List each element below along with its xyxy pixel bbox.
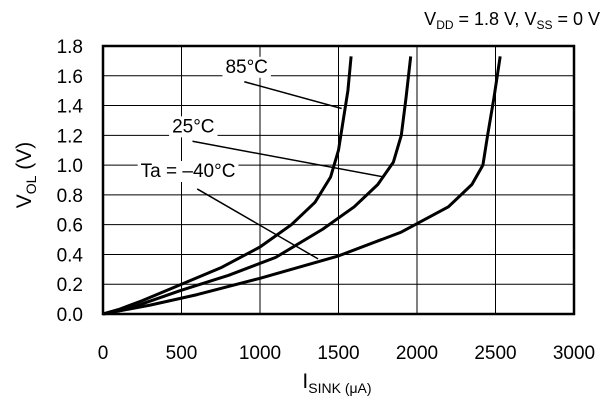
condition-label: VDD = 1.8 V, VSS = 0 V	[424, 9, 600, 32]
series-label-bg	[222, 56, 271, 78]
y-tick-label: 1.2	[57, 126, 83, 147]
x-tick-labels: 0 500 1000 1500 2000 2500 3000	[98, 343, 595, 364]
y-axis-title: VOL (V)	[13, 142, 39, 209]
x-tick-label: 2500	[474, 343, 516, 364]
y-tick-label: 1.4	[57, 97, 84, 118]
y-tick-label: 0.2	[57, 275, 83, 296]
x-tick-label: 0	[98, 343, 109, 364]
series-label-bg	[169, 116, 218, 138]
y-tick-label: 0.4	[57, 245, 84, 266]
y-tick-label: 1.8	[57, 37, 83, 58]
leader-line	[244, 81, 342, 110]
series-line-1	[102, 56, 413, 316]
label-leader-lines	[192, 81, 385, 260]
x-tick-label: 1500	[317, 343, 359, 364]
x-tick-label: 1000	[239, 343, 281, 364]
x-tick-label: 500	[166, 343, 198, 364]
leader-line	[196, 188, 319, 260]
x-axis-title: ISINK (μA)	[302, 370, 371, 396]
y-tick-label: 0.8	[57, 186, 83, 207]
x-tick-label: 2000	[396, 343, 438, 364]
x-tick-label: 3000	[553, 343, 595, 364]
series-label: Ta = –40°C	[141, 161, 236, 182]
y-tick-label: 1.6	[57, 67, 83, 88]
leader-line	[192, 140, 385, 178]
series-labels: 85°C 25°C Ta = –40°C	[137, 56, 271, 183]
y-tick-label: 0.6	[57, 216, 83, 237]
series-line-2	[102, 56, 502, 316]
series-line-0	[102, 56, 353, 316]
plot-frame	[101, 44, 576, 316]
series-label: 25°C	[172, 116, 214, 137]
y-tick-labels: 0.0 0.2 0.4 0.6 0.8 1.0 1.2 1.4 1.6 1.8	[57, 37, 84, 326]
y-tick-label: 1.0	[57, 156, 83, 177]
series-label: 85°C	[225, 57, 267, 78]
series-label-bg	[137, 161, 239, 183]
series-lines	[102, 56, 502, 316]
y-tick-label: 0.0	[57, 305, 83, 326]
